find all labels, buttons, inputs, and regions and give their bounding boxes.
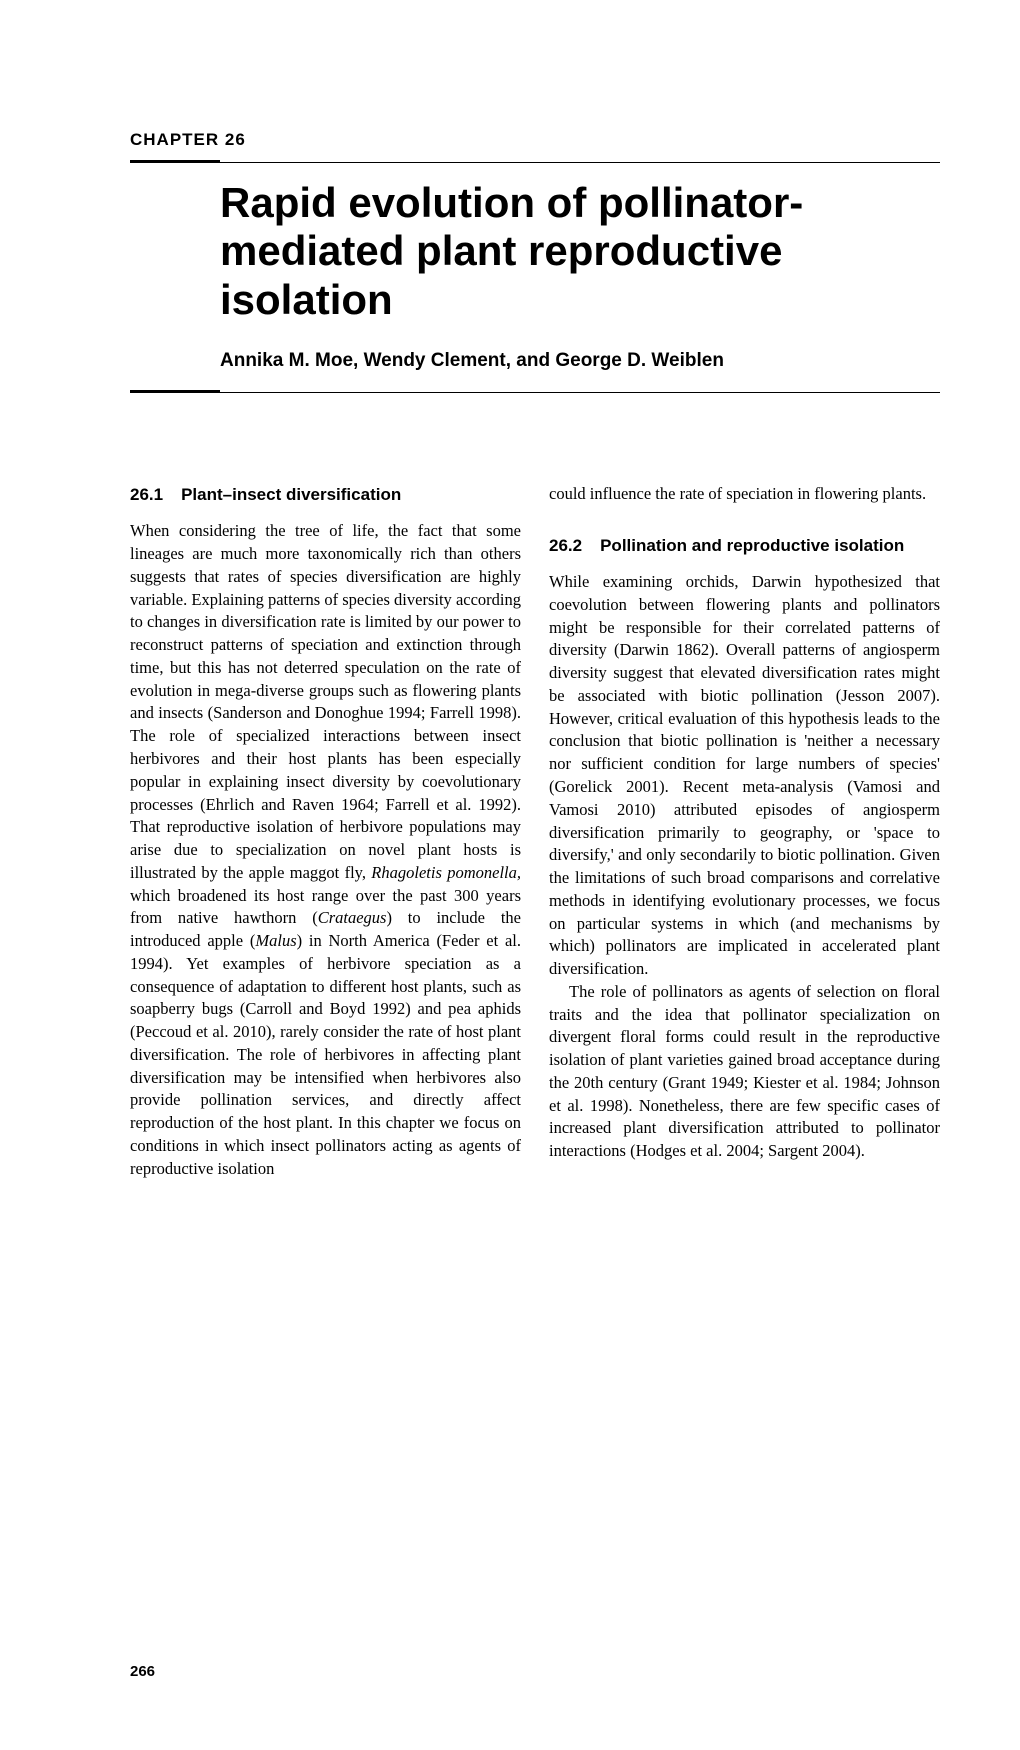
body-paragraph: could influence the rate of speciation i… bbox=[549, 483, 940, 506]
section-title: Plant–insect diversification bbox=[181, 485, 401, 504]
body-paragraph: The role of pollinators as agents of sel… bbox=[549, 981, 940, 1163]
section-number: 26.1 bbox=[130, 485, 163, 504]
page-number: 266 bbox=[130, 1663, 155, 1680]
chapter-title: Rapid evolution of pollinator-mediated p… bbox=[220, 179, 860, 324]
section-number: 26.2 bbox=[549, 536, 582, 555]
authors: Annika M. Moe, Wendy Clement, and George… bbox=[220, 350, 940, 372]
section-heading-26-2: 26.2 Pollination and reproductive isolati… bbox=[549, 534, 940, 557]
top-rule bbox=[130, 160, 940, 163]
column-left: 26.1 Plant–insect diversification When co… bbox=[130, 483, 521, 1181]
chapter-label: CHAPTER 26 bbox=[130, 130, 940, 150]
body-paragraph: When considering the tree of life, the f… bbox=[130, 520, 521, 1180]
section-title: Pollination and reproductive isolation bbox=[600, 536, 904, 555]
section-heading-26-1: 26.1 Plant–insect diversification bbox=[130, 483, 521, 506]
column-right: could influence the rate of speciation i… bbox=[549, 483, 940, 1181]
bottom-rule bbox=[130, 390, 940, 393]
body-paragraph: While examining orchids, Darwin hypothes… bbox=[549, 571, 940, 981]
content-columns: 26.1 Plant–insect diversification When co… bbox=[130, 483, 940, 1181]
